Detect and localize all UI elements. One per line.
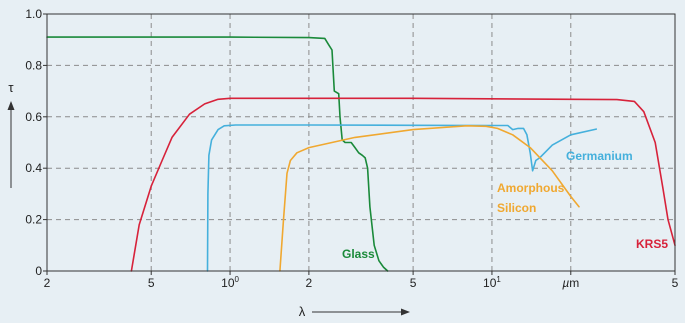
x-tick-label: 5 — [148, 276, 155, 290]
ticks: 2 5 100 2 5 101 µm 5 0 0.2 0.4 0.6 0.8 1.0 — [25, 7, 678, 290]
y-tick-label: 0.4 — [25, 161, 42, 175]
series-layer — [46, 36, 676, 272]
x-axis-label: λ — [299, 304, 306, 319]
series-line-amorphous-silicon — [279, 125, 580, 272]
series-label-krs5: KRS5 — [636, 237, 668, 251]
y-tick-label: 0 — [35, 264, 42, 278]
x-axis-arrowhead — [401, 308, 410, 316]
x-tick-label: 100 — [221, 275, 239, 290]
plot-frame — [46, 13, 676, 272]
y-tick-label: 1.0 — [25, 7, 42, 21]
y-tick-label: 0.2 — [25, 213, 42, 227]
x-tick-label: 5 — [410, 276, 417, 290]
x-tick-label: 2 — [44, 276, 51, 290]
series-label-glass: Glass — [342, 247, 375, 261]
y-tick-label: 0.8 — [25, 58, 42, 72]
y-axis-label: τ — [8, 80, 14, 95]
x-tick-label: µm — [562, 276, 579, 290]
series-line-germanium — [206, 124, 597, 272]
x-tick-label: 2 — [306, 276, 313, 290]
series-line-glass — [46, 36, 389, 272]
series-label-amorphous-silicon: Amorphous Silicon — [497, 181, 568, 215]
x-tick-label: 101 — [483, 275, 501, 290]
series-line-krs5 — [130, 97, 676, 272]
grid — [47, 14, 675, 271]
x-tick-label: 5 — [672, 276, 679, 290]
y-axis-arrowhead — [7, 101, 15, 110]
y-tick-label: 0.6 — [25, 110, 42, 124]
series-label-germanium: Germanium — [566, 149, 633, 163]
